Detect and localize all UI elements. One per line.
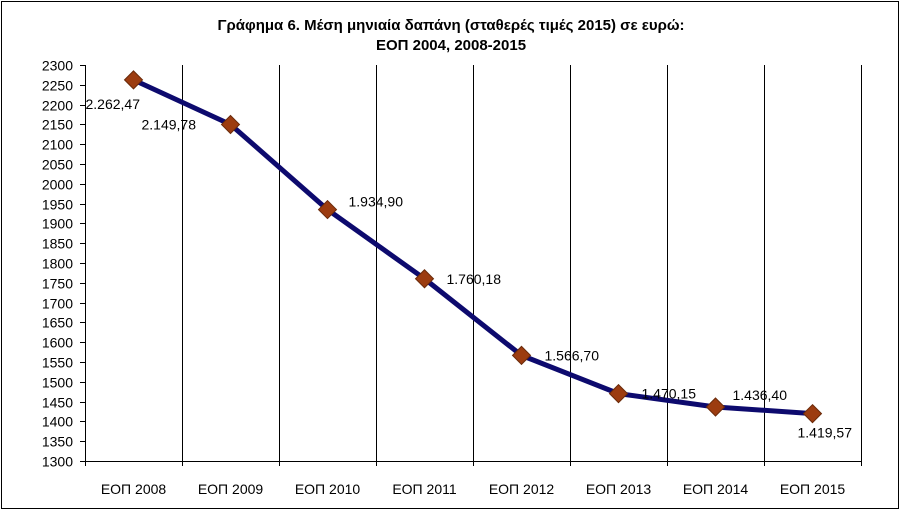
data-point-marker [414, 269, 435, 289]
y-tick-label: 2000 [42, 177, 73, 193]
data-label: 2.149,78 [142, 116, 197, 132]
y-tick-label: 1650 [42, 315, 73, 331]
y-tick-label: 1950 [42, 197, 73, 213]
x-tick-label: ΕΟΠ 2011 [392, 481, 457, 497]
x-tick-label: ΕΟΠ 2013 [586, 481, 652, 497]
data-point-marker [317, 199, 338, 220]
data-label: 1.436,40 [733, 387, 788, 403]
chart-title: Γράφημα 6. Μέση μηνιαία δαπάνη (σταθερές… [2, 16, 900, 56]
y-tick-label: 2150 [42, 117, 73, 133]
y-tick-label: 2200 [42, 98, 73, 114]
y-tick-label: 1750 [42, 276, 73, 292]
y-tick-label: 2050 [42, 157, 73, 173]
data-label: 1.760,18 [447, 271, 502, 287]
data-point-marker [608, 383, 629, 404]
chart-title-line-2: ΕΟΠ 2004, 2008-2015 [375, 37, 527, 54]
data-point-marker [802, 403, 823, 424]
y-tick-label: 1300 [42, 454, 73, 470]
data-point-marker [123, 70, 144, 90]
data-point-marker [705, 397, 726, 417]
x-tick-label: ΕΟΠ 2009 [198, 481, 264, 497]
y-tick-label: 1900 [42, 216, 73, 232]
y-tick-label: 2300 [42, 58, 73, 74]
y-tick-label: 1700 [42, 296, 73, 312]
y-tick-label: 2250 [42, 78, 73, 94]
data-point-marker [220, 114, 241, 135]
data-label: 2.262,47 [86, 96, 141, 112]
x-tick-label: ΕΟΠ 2015 [780, 481, 846, 497]
x-tick-label: ΕΟΠ 2010 [295, 481, 361, 497]
y-tick-label: 1550 [42, 355, 73, 371]
y-tick-label: 1800 [42, 256, 73, 272]
x-tick-label: ΕΟΠ 2014 [683, 481, 749, 497]
data-label: 1.566,70 [545, 347, 600, 363]
x-tick-label: ΕΟΠ 2008 [101, 481, 167, 497]
y-tick-label: 1450 [42, 395, 73, 411]
y-tick-label: 1500 [42, 375, 73, 391]
y-tick-label: 1600 [42, 335, 73, 351]
x-tick-label: ΕΟΠ 2012 [489, 481, 555, 497]
data-label: 1.419,57 [798, 425, 853, 441]
y-tick-label: 2100 [42, 137, 73, 153]
y-tick-label: 1400 [42, 414, 73, 430]
y-tick-label: 1350 [42, 434, 73, 450]
chart-title-line-1: Γράφημα 6. Μέση μηνιαία δαπάνη (σταθερές… [217, 17, 685, 34]
data-point-marker [511, 345, 532, 366]
series-line [132, 77, 813, 417]
data-label: 1.470,15 [642, 386, 697, 402]
data-label: 1.934,90 [349, 194, 404, 210]
y-tick-label: 1850 [42, 236, 73, 252]
